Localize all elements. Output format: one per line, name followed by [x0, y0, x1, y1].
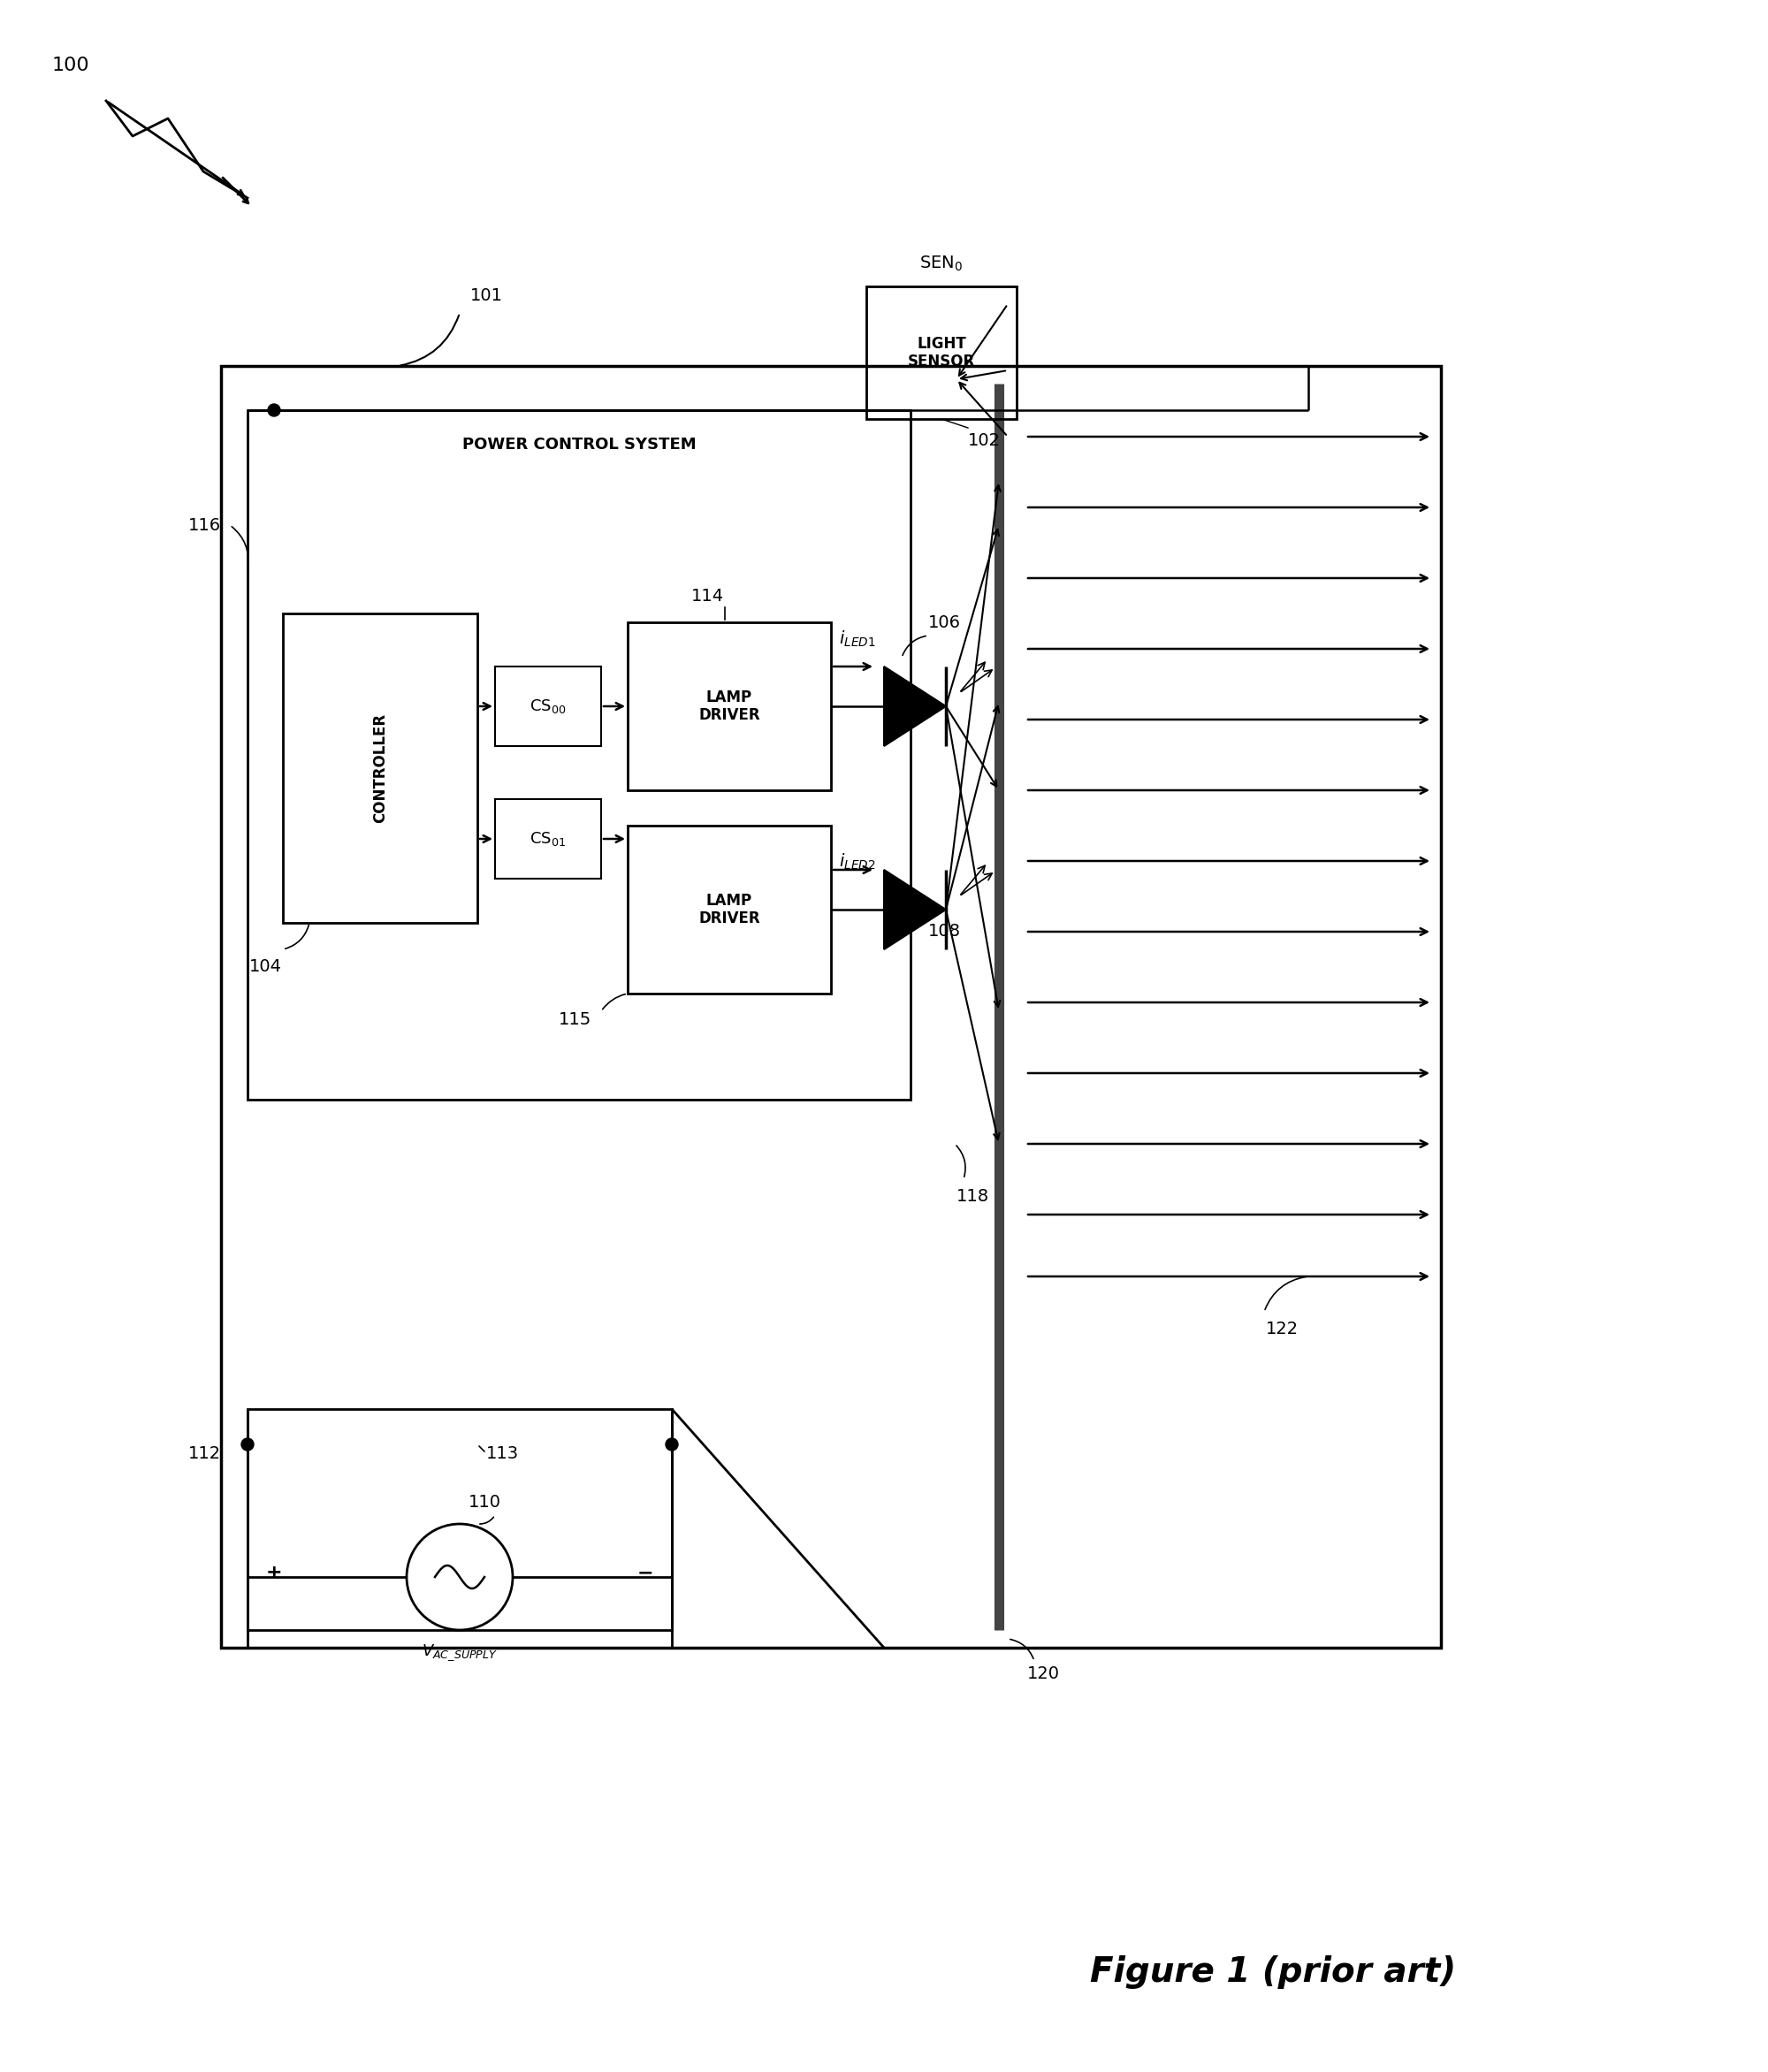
Text: $i_{LED1}$: $i_{LED1}$	[840, 630, 875, 649]
Text: 120: 120	[1027, 1666, 1059, 1682]
Text: 116: 116	[187, 516, 221, 533]
Text: 101: 101	[470, 288, 502, 305]
Text: 115: 115	[559, 1011, 591, 1028]
Text: Figure 1 (prior art): Figure 1 (prior art)	[1089, 1956, 1457, 1989]
Text: LIGHT
SENSOR: LIGHT SENSOR	[907, 336, 976, 369]
Text: 114: 114	[691, 588, 723, 605]
Text: $V_{AC\_SUPPLY}$: $V_{AC\_SUPPLY}$	[423, 1643, 497, 1664]
Text: 100: 100	[51, 56, 90, 75]
Text: 104: 104	[249, 957, 281, 976]
Text: LAMP
DRIVER: LAMP DRIVER	[698, 893, 760, 926]
Text: −: −	[636, 1564, 654, 1581]
Polygon shape	[884, 667, 946, 746]
Text: $\mathregular{SEN_0}$: $\mathregular{SEN_0}$	[919, 255, 964, 274]
Text: +: +	[265, 1564, 283, 1581]
Circle shape	[269, 404, 281, 416]
Text: LAMP
DRIVER: LAMP DRIVER	[698, 690, 760, 723]
Text: $i_{LED2}$: $i_{LED2}$	[840, 852, 875, 872]
Text: 113: 113	[486, 1444, 520, 1461]
Text: 118: 118	[956, 1187, 988, 1204]
Text: 122: 122	[1266, 1320, 1298, 1336]
Text: CONTROLLER: CONTROLLER	[373, 713, 389, 823]
Circle shape	[667, 1438, 679, 1450]
Text: 108: 108	[928, 922, 962, 939]
Circle shape	[242, 1438, 255, 1450]
Text: 110: 110	[469, 1494, 502, 1510]
Text: 112: 112	[187, 1444, 221, 1461]
Text: 102: 102	[969, 433, 1001, 450]
Text: POWER CONTROL SYSTEM: POWER CONTROL SYSTEM	[461, 437, 697, 452]
Text: 106: 106	[928, 615, 962, 632]
Polygon shape	[884, 870, 946, 949]
Text: $\mathregular{CS_{00}}$: $\mathregular{CS_{00}}$	[530, 698, 566, 715]
Text: $\mathregular{CS_{01}}$: $\mathregular{CS_{01}}$	[530, 831, 566, 847]
